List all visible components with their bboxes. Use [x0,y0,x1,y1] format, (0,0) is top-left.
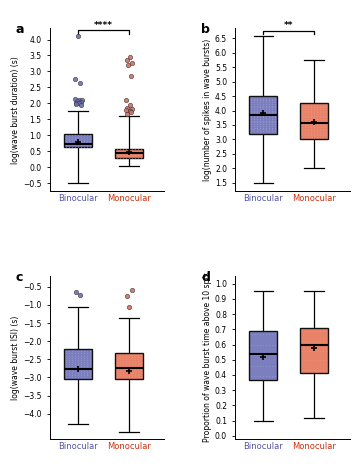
Text: c: c [16,271,23,284]
Bar [64,134,92,147]
Text: a: a [16,24,24,36]
Bar [250,96,277,134]
Text: **: ** [284,21,293,30]
Y-axis label: Proportion of wave burst time above 10 sp/s: Proportion of wave burst time above 10 s… [203,272,212,442]
Bar [300,103,328,139]
Bar [64,349,92,379]
Bar [115,353,143,379]
Text: b: b [201,24,210,36]
Y-axis label: log(wave burst duration) (s): log(wave burst duration) (s) [11,56,20,164]
Bar [115,149,143,159]
Text: ****: **** [94,21,113,30]
Y-axis label: log(wave burst ISI) (s): log(wave burst ISI) (s) [11,315,20,400]
Y-axis label: log(number of spikes in wave bursts): log(number of spikes in wave bursts) [203,39,212,181]
Text: d: d [201,271,210,284]
Bar [250,331,277,379]
Bar [300,328,328,373]
